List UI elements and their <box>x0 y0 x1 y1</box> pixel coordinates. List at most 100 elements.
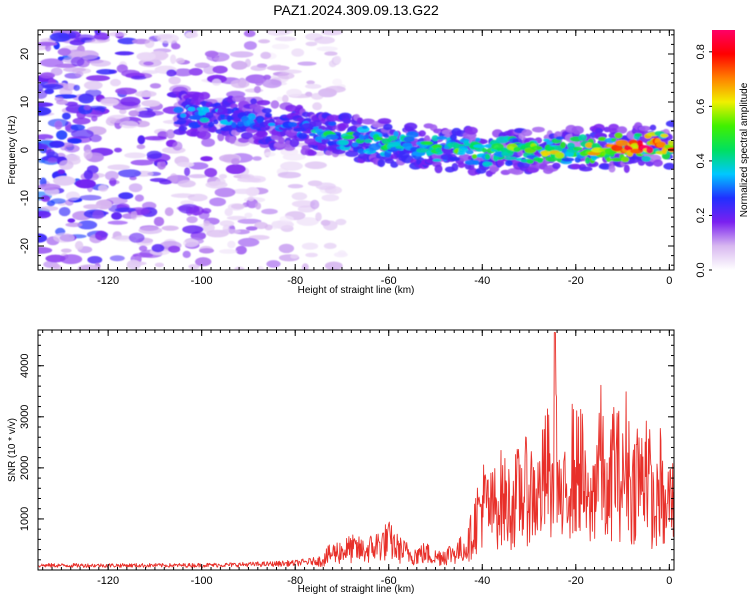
heatmap-cell <box>310 92 324 100</box>
heatmap-cell <box>435 147 442 153</box>
heatmap-cell <box>149 178 168 182</box>
heatmap-cell <box>663 162 674 170</box>
heatmap-cell <box>218 249 238 254</box>
heatmap-cell <box>352 131 361 137</box>
heatmap-cell <box>119 108 127 115</box>
heatmap-cell <box>204 167 218 178</box>
heatmap-cell <box>124 152 147 159</box>
heatmap-cell <box>306 80 315 85</box>
heatmap-cell <box>83 169 94 180</box>
heatmap-cell <box>388 135 398 141</box>
heatmap-cell <box>68 31 77 39</box>
heatmap-cell <box>45 254 66 263</box>
heatmap-cell <box>286 88 302 97</box>
heatmap-y-axis-label: Frequency (Hz) <box>7 116 18 185</box>
heatmap-cell <box>231 60 248 70</box>
heatmap-cell <box>290 254 299 259</box>
heatmap-cell <box>305 83 322 89</box>
heatmap-cell <box>293 127 306 132</box>
colorbar-tick-label: 0.2 <box>695 208 707 223</box>
heatmap-cell <box>39 72 56 79</box>
heatmap-cell <box>256 100 271 106</box>
heatmap-cell <box>572 146 583 151</box>
heatmap-cell <box>287 184 304 189</box>
heatmap-cell <box>176 161 194 168</box>
heatmap-cell <box>277 171 302 179</box>
heatmap-cell <box>166 129 175 139</box>
heatmap-cell <box>67 138 82 144</box>
heatmap-cell <box>403 136 415 143</box>
heatmap-cell <box>54 96 64 102</box>
heatmap-cell <box>240 173 255 180</box>
heatmap-cell <box>345 150 359 157</box>
heatmap-cell <box>561 157 575 162</box>
heatmap-cell <box>623 164 630 173</box>
colorbar-label: Normalized spectral amplitude <box>739 82 750 217</box>
heatmap-cell <box>62 112 71 120</box>
heatmap-cells <box>38 30 674 270</box>
heatmap-cell <box>204 50 219 58</box>
heatmap-cell <box>606 157 612 163</box>
heatmap-cell <box>231 203 246 210</box>
x-tick-label: -100 <box>191 275 213 287</box>
heatmap-cell <box>471 154 478 160</box>
heatmap-cell <box>332 78 343 86</box>
x-tick-label: -120 <box>97 275 119 287</box>
heatmap-cell <box>243 41 257 50</box>
heatmap-cell <box>144 39 155 49</box>
heatmap-cell <box>608 165 616 173</box>
heatmap-cell <box>521 129 533 137</box>
heatmap-cell <box>203 220 211 226</box>
y-tick-label: 2000 <box>19 456 31 480</box>
heatmap-cell <box>217 107 228 115</box>
heatmap-cell <box>65 191 80 201</box>
heatmap-cell <box>64 144 80 153</box>
heatmap-cell <box>86 75 110 82</box>
heatmap-cell <box>359 134 365 141</box>
x-tick-label: 0 <box>666 275 672 287</box>
heatmap-cell <box>377 118 392 125</box>
heatmap-cell <box>555 152 565 159</box>
heatmap-cell <box>138 226 163 235</box>
heatmap-cell <box>545 156 558 162</box>
heatmap-cell <box>45 44 52 52</box>
heatmap-cell <box>570 163 582 170</box>
heatmap-cell <box>431 135 439 142</box>
heatmap-cell <box>361 118 375 125</box>
heatmap-cell <box>229 136 236 145</box>
heatmap-cell <box>118 169 142 178</box>
heatmap-cell <box>198 130 211 140</box>
heatmap-cell <box>247 113 256 121</box>
heatmap-cell <box>465 149 474 155</box>
heatmap-cell <box>168 245 181 253</box>
heatmap-cell <box>665 120 674 128</box>
heatmap-cell <box>297 132 308 140</box>
heatmap-cell <box>38 89 48 99</box>
heatmap-cell <box>40 195 51 202</box>
heatmap-cell <box>38 106 52 116</box>
heatmap-cell <box>266 65 290 71</box>
heatmap-cell <box>134 194 144 202</box>
heatmap-cell <box>255 202 262 210</box>
y-tick-label: 1000 <box>19 507 31 531</box>
heatmap-cell <box>137 135 146 145</box>
heatmap-cell <box>621 156 630 163</box>
heatmap-cell <box>481 148 487 153</box>
x-tick-label: -80 <box>287 275 303 287</box>
heatmap-cell <box>171 43 181 50</box>
heatmap-cell <box>390 161 399 168</box>
heatmap-cell <box>130 210 138 220</box>
heatmap-cell <box>173 106 184 114</box>
heatmap-cell <box>231 121 237 128</box>
heatmap-cell <box>254 77 264 86</box>
heatmap-x-axis-label: Height of straight line (km) <box>298 285 415 296</box>
heatmap-cell <box>170 54 177 64</box>
heatmap-cell <box>356 117 364 124</box>
heatmap-cell <box>243 30 256 38</box>
heatmap-cell <box>594 127 603 134</box>
heatmap-cell <box>87 256 103 264</box>
snr-frame <box>37 329 675 571</box>
heatmap-cell <box>660 133 669 138</box>
heatmap-cell <box>179 126 188 131</box>
heatmap-cell <box>472 160 480 166</box>
